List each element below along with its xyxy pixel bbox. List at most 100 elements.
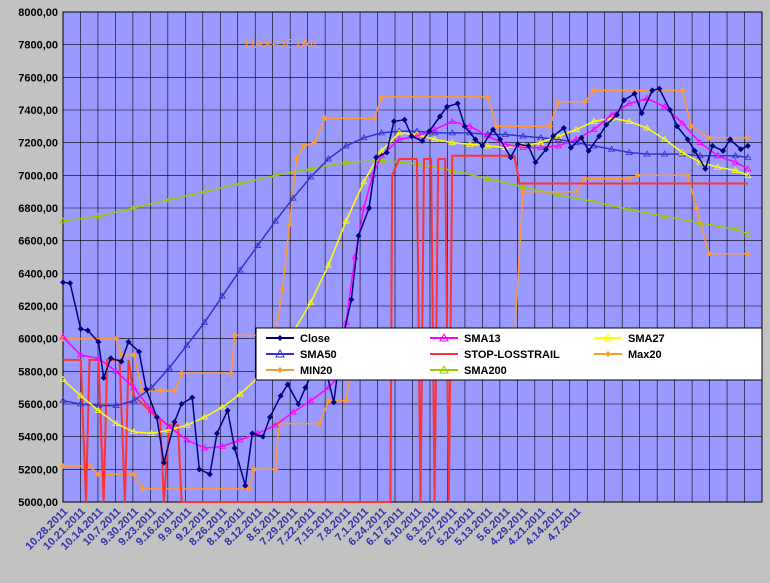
y-tick-label: 7600,00 [18,72,58,84]
point-sma50 [625,148,633,155]
point-sma27 [165,426,173,433]
point-sma27 [200,413,209,420]
series-line-sma50 [62,130,748,407]
point-min20 [626,175,633,182]
point-close [560,124,567,131]
point-sma27 [554,132,563,139]
point-sma50 [76,400,85,407]
point-sma50 [377,129,386,136]
point-close [401,116,408,123]
point-sma50 [289,194,297,201]
point-sma13 [731,158,740,165]
point-sma200 [590,197,598,204]
y-tick-label: 6800,00 [18,203,58,215]
point-close [259,433,266,440]
legend-marker-sma50 [275,348,285,358]
point-max20 [679,87,686,94]
point-min20 [744,250,751,257]
point-sma13 [236,436,244,443]
point-sma50 [147,383,156,391]
point-sma50 [59,396,67,404]
legend-box [255,327,763,381]
point-sma200 [342,158,350,165]
point-sma50 [643,150,651,157]
point-sma27 [94,406,103,413]
point-sma50 [130,396,138,404]
point-sma13 [537,143,545,150]
point-min20 [316,420,323,427]
point-sma200 [744,230,752,237]
point-sma13 [289,408,297,415]
point-close [497,136,504,143]
point-sma27 [59,375,67,382]
point-sma50 [183,341,191,348]
point-max20 [371,115,378,122]
y-tick-label: 5600,00 [18,399,58,411]
point-sma27 [183,421,191,428]
point-close [231,445,238,452]
point-close [532,159,539,166]
point-sma50 [342,142,350,149]
point-close [383,149,390,156]
point-sma13 [165,423,173,430]
point-sma13 [625,99,633,106]
point-close [472,136,479,143]
point-close [567,144,574,151]
point-close [178,401,185,407]
point-close [95,338,102,345]
point-max20 [300,142,307,149]
point-min20 [251,466,258,473]
point-close [436,113,443,120]
point-sma27 [448,138,457,146]
point-max20 [279,286,286,293]
point-close [84,327,91,334]
point-sma13 [466,122,474,129]
point-sma50 [236,266,244,273]
point-close [461,123,468,130]
point-close [206,471,213,478]
legend-label-max20: Max20 [628,349,662,361]
point-close [649,87,656,94]
legend-marker-min20 [277,367,283,373]
legend-marker-close [277,335,283,341]
point-close [136,348,143,355]
legend-marker-sma27 [603,332,613,342]
point-sma27 [76,392,85,399]
point-sma50 [324,155,333,162]
point-max20 [555,98,562,105]
point-min20 [272,466,279,473]
point-sma200 [307,165,315,172]
point-min20 [693,205,700,211]
series-line-stop-losstrail [63,154,748,503]
point-sma27 [307,298,315,306]
point-close [224,407,231,414]
point-sma27 [466,140,474,147]
point-close [160,459,167,466]
point-close [295,401,302,407]
point-close [720,147,727,154]
point-sma200 [59,217,67,224]
y-tick-label: 6200,00 [18,301,58,313]
point-sma13 [519,143,527,150]
point-sma13 [76,351,85,358]
point-close [143,386,150,393]
point-sma13 [660,102,669,110]
y-tick-label: 5400,00 [18,432,58,444]
point-close [727,136,734,143]
legend-label-close: Close [300,333,330,345]
point-sma50 [253,241,262,248]
point-max20 [705,134,712,141]
point-close [348,296,355,303]
point-close [100,374,107,381]
point-sma27 [660,135,669,142]
point-sma200 [625,205,633,213]
point-sma27 [484,142,492,149]
point-sma200 [484,174,492,182]
chart-title: DAX-DETAIL [245,36,321,51]
point-close [709,142,716,149]
point-sma27 [324,261,333,268]
point-max20 [157,387,164,394]
series-line-sma27 [62,117,749,435]
point-min20 [245,485,252,492]
